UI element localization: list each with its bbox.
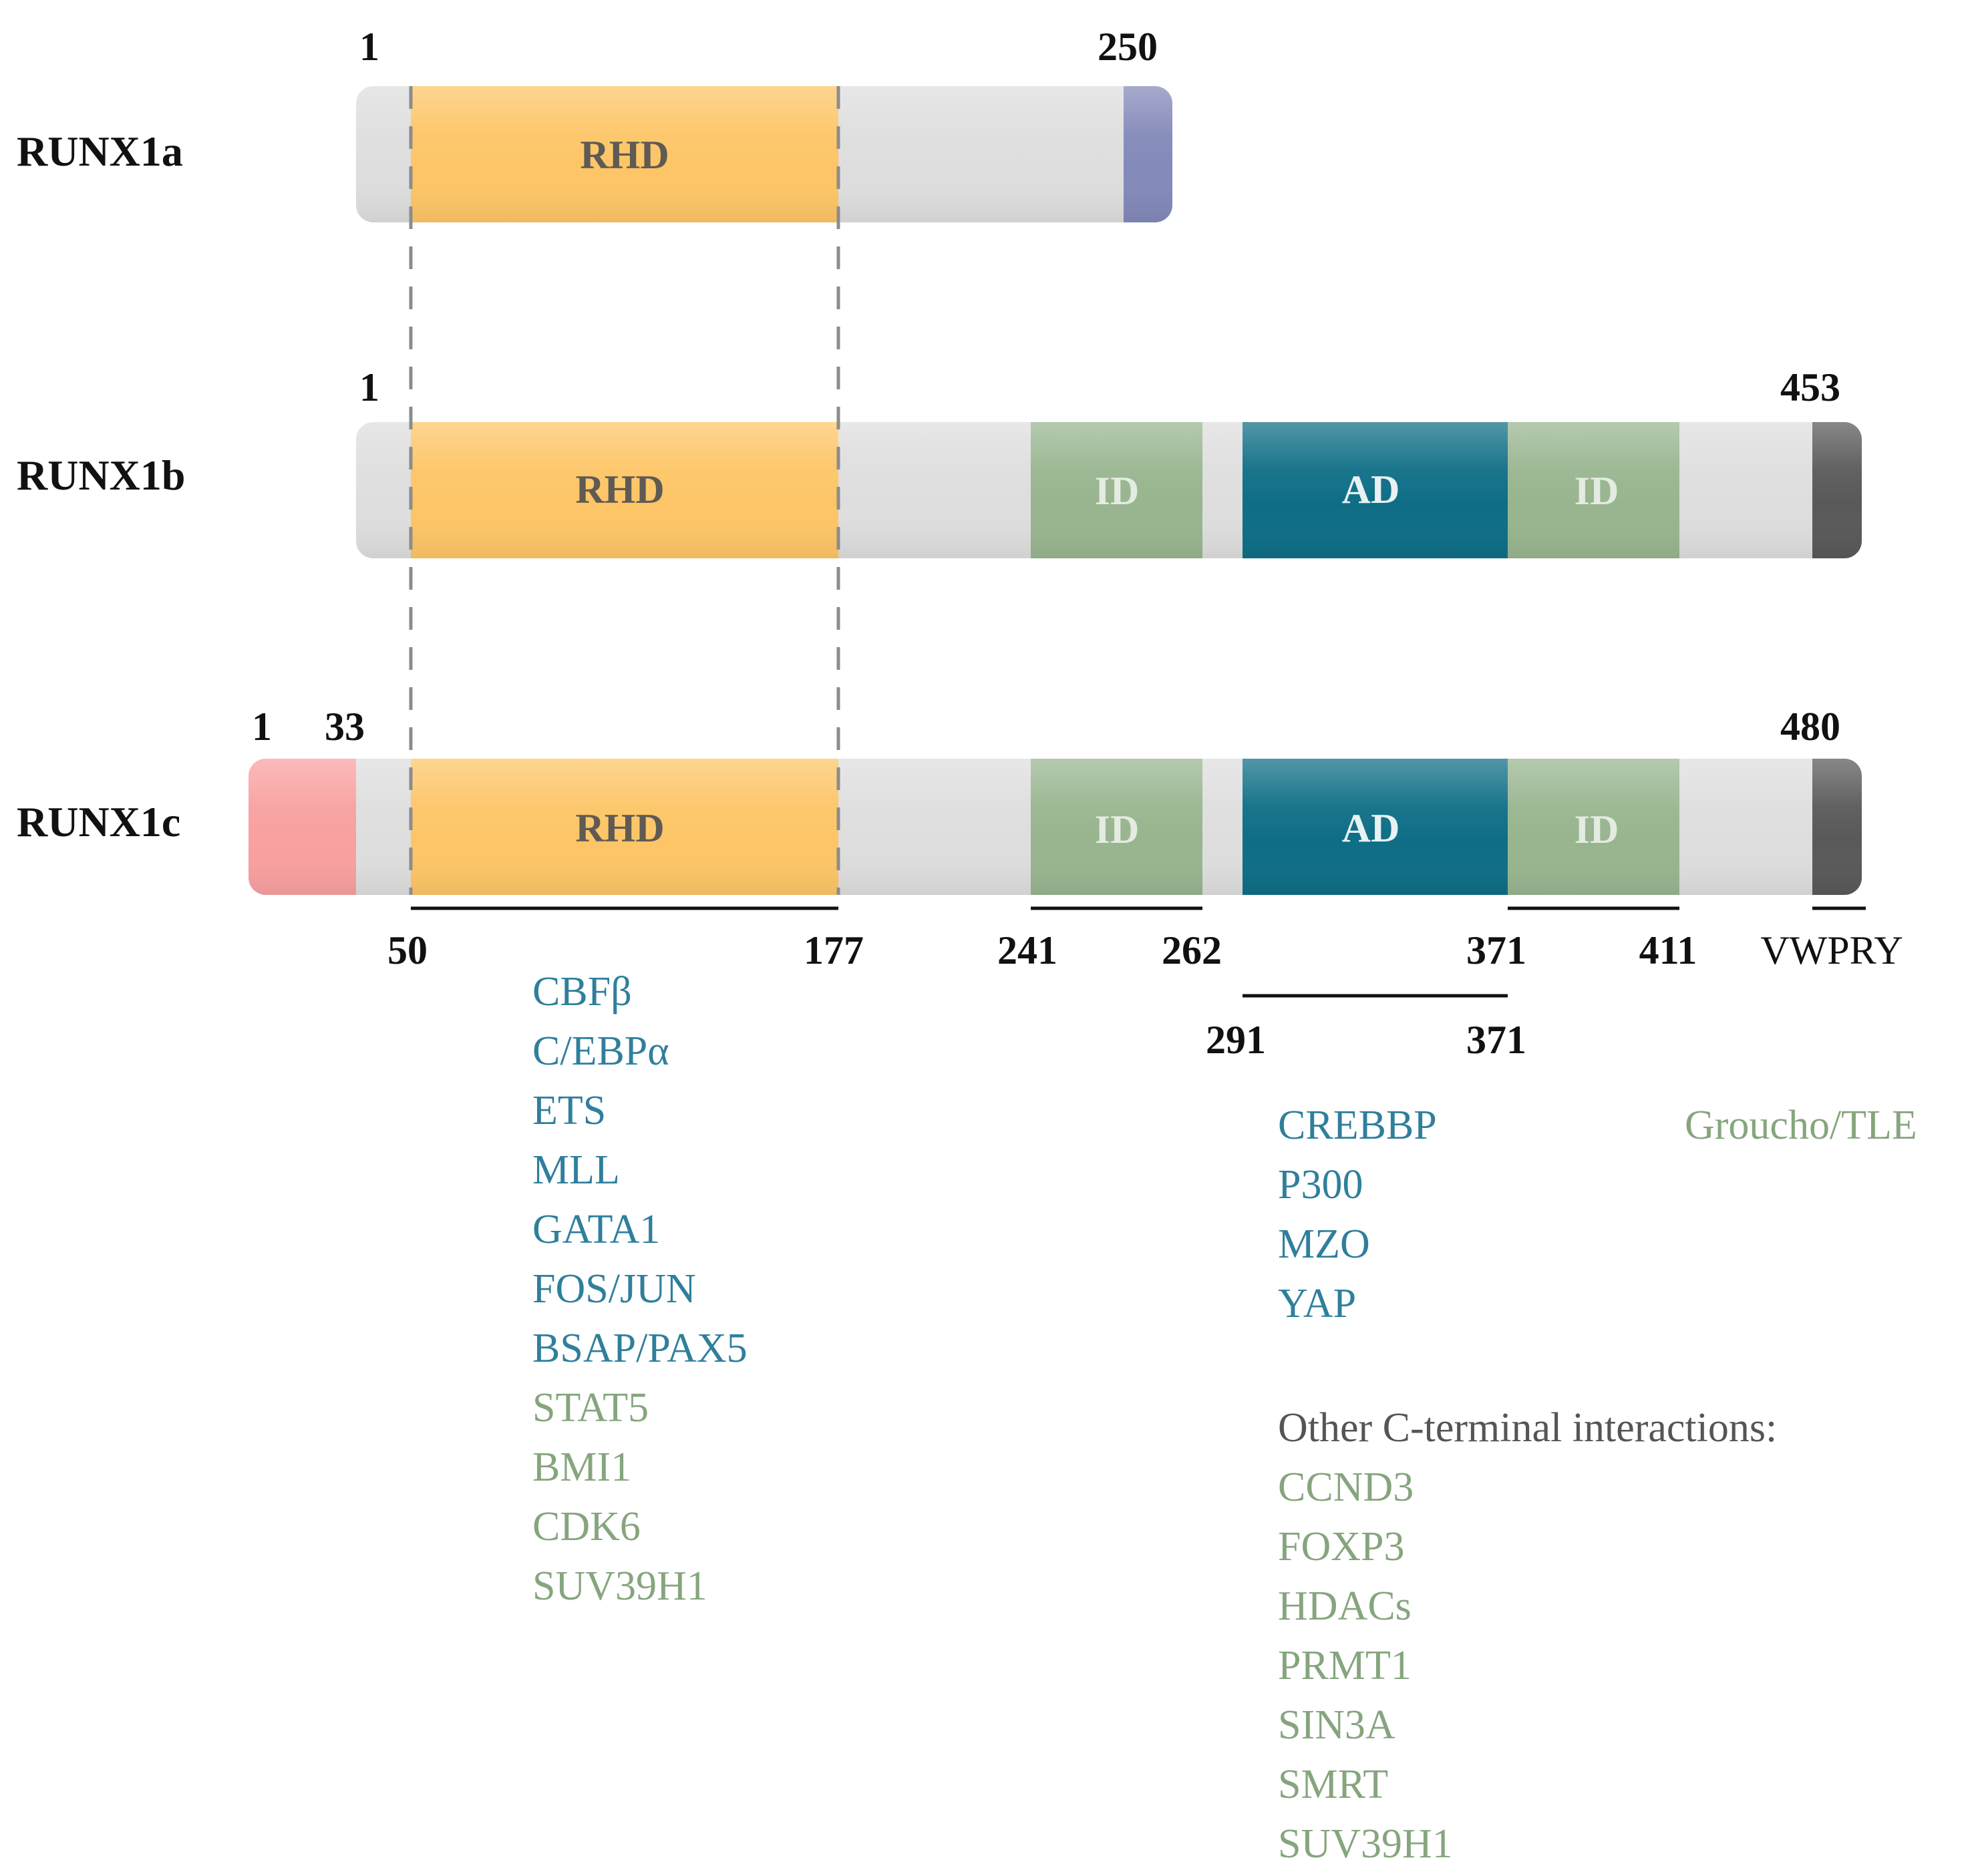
start-position-label: 1 [252,705,272,749]
id-domain-label: ID [1095,469,1140,513]
partner-item: CCND3 [1278,1465,1414,1510]
rhd-alignment-guides [409,86,840,895]
exon-boundary-label: 33 [325,705,365,749]
partner-item: BSAP/PAX5 [532,1326,748,1371]
partner-item: SUV39H1 [1278,1821,1453,1867]
gloss-overlay [356,86,1172,222]
end-position-label: 453 [1780,365,1840,409]
id-domain-label: ID [1095,807,1140,852]
id-domain-label: ID [1575,807,1619,852]
region-label-id1-end: 262 [1162,928,1222,972]
partner-item: CBFβ [532,969,632,1014]
rhd-domain-label: RHD [575,806,664,850]
start-position-label: 1 [359,365,379,409]
partner-item: CDK6 [532,1504,641,1549]
region-label-rhd-start: 50 [387,928,428,972]
region-label-ad-end: 371 [1466,1018,1526,1062]
partner-item: HDACs [1278,1583,1412,1629]
isoform-runx1a: RUNX1a 1 250 RHD [17,25,1172,222]
partner-item: FOS/JUN [532,1266,696,1312]
isoform-runx1c: RUNX1c 1 33 480 RHD ID AD ID [17,705,1862,895]
gloss-overlay [249,759,1862,895]
gloss-overlay [356,422,1862,558]
partner-item: SIN3A [1278,1702,1395,1748]
rhd-domain-label: RHD [575,467,664,512]
ad-domain-label: AD [1342,467,1400,512]
isoform-label-runx1c: RUNX1c [17,798,180,846]
partner-item: YAP [1278,1281,1356,1326]
end-position-label: 480 [1780,705,1840,749]
partner-item: STAT5 [532,1385,649,1431]
ad-binding-partners: CREBBP P300 MZO YAP [1278,1103,1437,1326]
rhd-binding-partners: CBFβ C/EBPα ETS MLL GATA1 FOS/JUN BSAP/P… [532,969,748,1609]
region-label-id2-end: 411 [1639,928,1697,972]
partner-item: GATA1 [532,1207,660,1252]
other-c-terminal-interactions: Other C-terminal interactions: CCND3 FOX… [1278,1405,1777,1867]
partner-item: ETS [532,1088,606,1133]
region-brackets [411,906,1866,998]
partner-item: BMI1 [532,1445,631,1490]
start-position-label: 1 [359,25,379,69]
region-label-id1-start: 241 [997,928,1057,972]
rhd-domain-label: RHD [580,133,669,177]
id-domain-label: ID [1575,469,1619,513]
partner-item: SMRT [1278,1762,1388,1807]
vwpry-binding-partners: Groucho/TLE [1685,1103,1917,1148]
partner-item: MLL [532,1147,620,1193]
partner-item: CREBBP [1278,1103,1437,1148]
end-position-label: 250 [1098,25,1158,69]
partner-item: C/EBPα [532,1028,669,1074]
partner-item: MZO [1278,1222,1370,1267]
isoform-label-runx1a: RUNX1a [17,128,183,175]
partner-item: FOXP3 [1278,1524,1405,1569]
region-label-id2-start: 371 [1466,928,1526,972]
partner-item: Groucho/TLE [1685,1103,1917,1148]
partner-item: PRMT1 [1278,1643,1412,1688]
partner-item: SUV39H1 [532,1563,707,1609]
isoform-label-runx1b: RUNX1b [17,451,185,499]
region-label-ad-start: 291 [1206,1018,1266,1062]
region-label-vwpry: VWPRY [1760,928,1903,972]
partner-item: P300 [1278,1162,1363,1207]
isoform-runx1b: RUNX1b 1 453 RHD ID AD ID [17,365,1862,558]
other-interactions-heading: Other C-terminal interactions: [1278,1405,1777,1451]
region-label-rhd-end: 177 [804,928,864,972]
ad-domain-label: AD [1342,806,1400,850]
